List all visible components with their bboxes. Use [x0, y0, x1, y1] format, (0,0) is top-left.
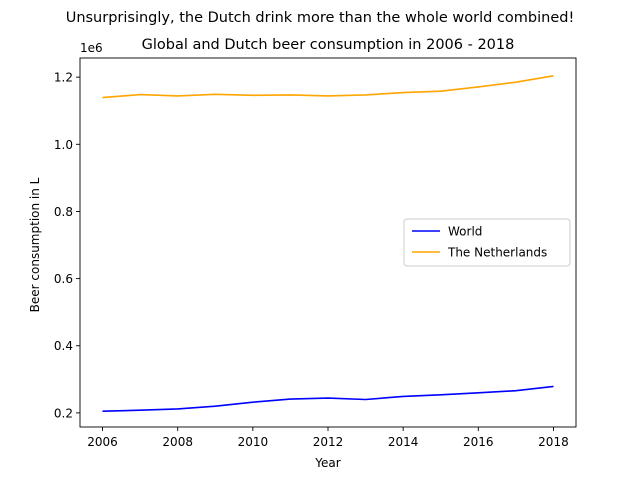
- x-tick-label: 2006: [87, 435, 118, 449]
- x-tick-label: 2012: [313, 435, 344, 449]
- y-tick-label: 0.6: [54, 272, 73, 286]
- legend-box: [403, 218, 571, 267]
- x-axis-label: Year: [314, 456, 340, 470]
- x-tick-label: 2008: [162, 435, 193, 449]
- y-tick-label: 1.2: [54, 71, 73, 85]
- legend-label-0: World: [448, 225, 482, 239]
- x-tick-label: 2016: [463, 435, 494, 449]
- y-axis-label: Beer consumption in L: [28, 177, 42, 312]
- y-offset-label: 1e6: [80, 41, 103, 55]
- plot-area: 2006 2008 2010 2012 2014 2016 2018 0.2 0.4 0.6 0.8…: [54, 57, 577, 449]
- y-tick-label: 0.4: [54, 339, 73, 353]
- figure-suptitle: Unsurprisingly, the Dutch drink more tha…: [66, 10, 575, 26]
- y-tick-label: 1.0: [54, 138, 73, 152]
- x-tick-label: 2014: [388, 435, 419, 449]
- y-tick-label: 0.8: [54, 205, 73, 219]
- legend-label-1: The Netherlands: [447, 246, 547, 260]
- series-line-0: [102, 385, 554, 412]
- x-tick-label: 2010: [238, 435, 269, 449]
- y-tick-label: 0.2: [54, 406, 73, 420]
- x-tick-label: 2018: [538, 435, 569, 449]
- legend: World The Netherlands: [403, 218, 571, 267]
- chart-title: Global and Dutch beer consumption in 200…: [142, 37, 515, 53]
- series-line-1: [102, 75, 554, 99]
